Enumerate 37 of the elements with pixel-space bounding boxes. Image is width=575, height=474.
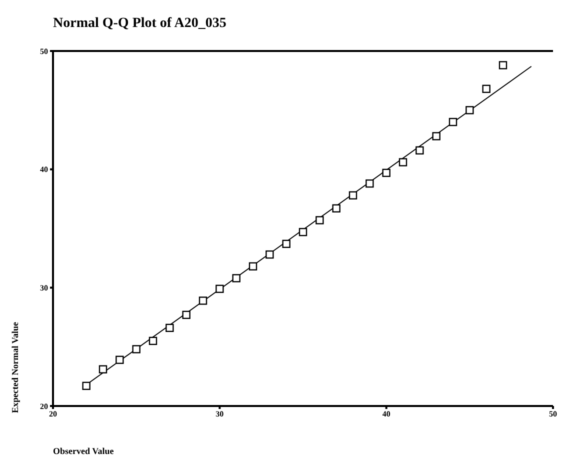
point bbox=[198, 296, 208, 305]
point bbox=[282, 240, 290, 248]
point bbox=[448, 118, 458, 126]
point bbox=[132, 345, 140, 354]
point bbox=[182, 310, 190, 319]
y-tick-label: 40 bbox=[40, 165, 48, 174]
point bbox=[98, 365, 108, 374]
point bbox=[332, 204, 340, 212]
point bbox=[298, 228, 308, 236]
point bbox=[348, 191, 358, 200]
chart-title: Normal Q-Q Plot of A20_035 bbox=[53, 16, 226, 32]
y-tick-label: 30 bbox=[40, 284, 48, 293]
point bbox=[398, 158, 408, 166]
x-axis-title: Observed Value bbox=[53, 446, 114, 456]
x-tick-label: 30 bbox=[216, 410, 224, 419]
x-tick-label: 40 bbox=[382, 410, 390, 419]
point bbox=[248, 262, 258, 270]
y-tick-label: 20 bbox=[40, 402, 48, 411]
x-tick-label: 20 bbox=[49, 410, 57, 419]
point bbox=[166, 324, 174, 332]
point bbox=[482, 84, 490, 93]
point bbox=[366, 179, 374, 188]
point bbox=[382, 168, 390, 177]
y-tick-label: 50 bbox=[40, 46, 48, 56]
point bbox=[432, 132, 440, 140]
point bbox=[466, 106, 474, 114]
point bbox=[148, 336, 158, 346]
point bbox=[416, 146, 424, 154]
point bbox=[316, 216, 324, 224]
point bbox=[216, 284, 224, 293]
point bbox=[232, 274, 240, 282]
point bbox=[266, 250, 274, 259]
point bbox=[82, 382, 90, 390]
y-axis-title: Expected Normal Value bbox=[10, 322, 20, 413]
point bbox=[498, 61, 508, 70]
point bbox=[116, 356, 124, 364]
x-tick-label: 50 bbox=[549, 410, 557, 419]
